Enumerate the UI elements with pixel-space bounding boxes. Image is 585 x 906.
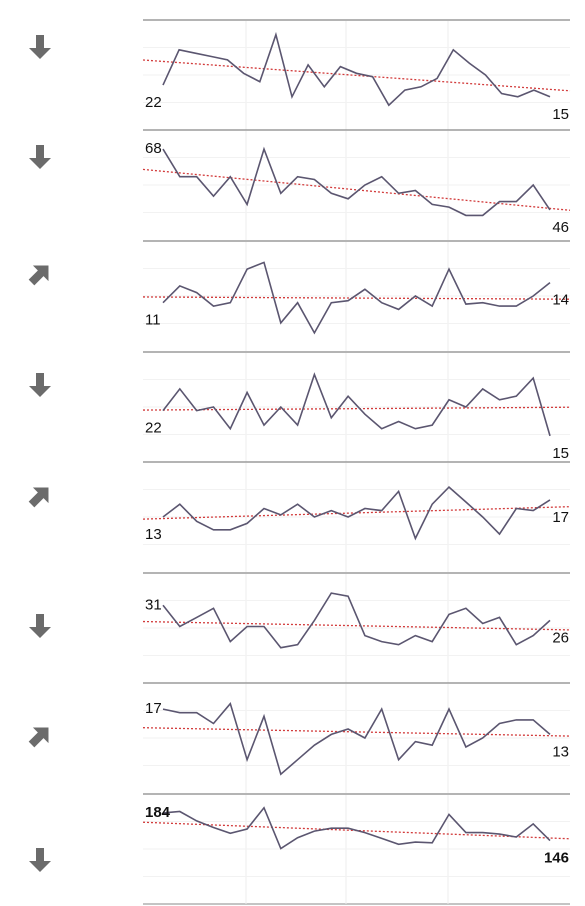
trend-line (142, 620, 571, 631)
sparkline-chart-3: 11 14 (142, 240, 571, 351)
series-line (162, 806, 551, 850)
trend-line (142, 296, 571, 300)
end-value-label: 17 (552, 509, 569, 526)
end-value-label: 13 (552, 743, 569, 760)
arrow-down-icon (29, 614, 51, 638)
end-value-label: 15 (552, 445, 569, 462)
series-line (162, 485, 551, 541)
start-value-label: 17 (145, 700, 162, 717)
trend-line (142, 727, 571, 737)
arrow-up-right-icon (28, 487, 49, 508)
sparkline-chart-8: 184 146 (142, 793, 571, 904)
end-value-label: 46 (552, 219, 569, 236)
arrow-down-icon (29, 35, 51, 59)
start-value-label: 22 (145, 94, 162, 111)
series-line (162, 261, 551, 335)
trend-line (142, 59, 571, 92)
trend-line (142, 406, 571, 411)
series-line (162, 592, 551, 649)
arrow-down-icon (29, 373, 51, 397)
sparkline-chart-4: 22 15 (142, 351, 571, 462)
start-value-label: 13 (145, 526, 162, 543)
end-value-label: 15 (552, 106, 569, 123)
arrow-down-icon (29, 848, 51, 872)
start-value-label: 22 (145, 420, 162, 437)
arrow-down-icon (29, 145, 51, 169)
end-value-label: 26 (552, 629, 569, 646)
series-line (162, 372, 551, 437)
sparkline-chart-1: 22 15 (142, 19, 571, 130)
sparkline-chart-2: 68 46 (142, 129, 571, 240)
end-value-label: 14 (552, 292, 569, 309)
series-line (162, 702, 551, 776)
start-value-label: 184 (145, 804, 171, 821)
start-value-label: 11 (145, 312, 161, 329)
trend-line (142, 168, 571, 211)
start-value-label: 31 (145, 596, 162, 613)
start-value-label: 68 (145, 140, 162, 157)
end-value-label: 146 (544, 850, 569, 867)
arrow-up-right-icon (28, 727, 49, 748)
arrow-up-right-icon (28, 265, 49, 286)
sparkline-chart-6: 31 26 (142, 572, 571, 683)
series-line (162, 31, 551, 107)
series-line (162, 146, 551, 217)
sparkline-chart-5: 13 17 (142, 461, 571, 572)
